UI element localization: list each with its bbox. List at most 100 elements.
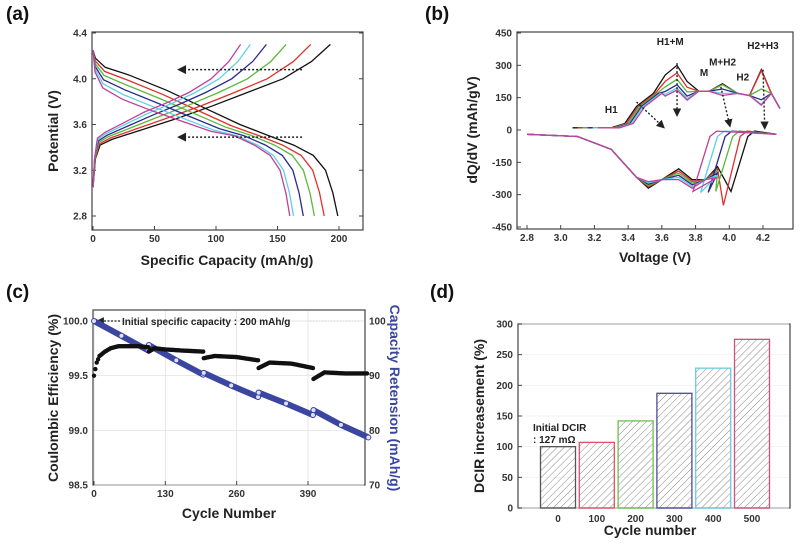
bar-cycle-500 <box>733 338 771 509</box>
y-tick-label: 100.0 <box>63 317 88 328</box>
peak-label: M+H2 <box>709 57 736 68</box>
legend-c: Initial specific capacity : 200 mAh/g <box>122 317 290 328</box>
x-axis-title-b: Voltage (V) <box>619 249 691 265</box>
capacity-point <box>309 412 316 419</box>
y-tick-label: -150 <box>492 158 512 169</box>
plot-frame-c <box>92 309 366 486</box>
x-axis-title-a: Specific Capacity (mAh/g) <box>141 252 314 268</box>
panel-label-d: (d) <box>430 282 454 303</box>
y-right-tick-label: 90 <box>369 371 381 382</box>
bar-cycle-0 <box>539 446 577 509</box>
y-tick-label: 300 <box>496 320 513 331</box>
x-tick-label: 50 <box>149 234 161 245</box>
capacity-point <box>200 369 207 376</box>
plot-frame-b <box>516 31 794 230</box>
panel-label-b: (b) <box>425 4 449 25</box>
y-tick-label: 4.4 <box>73 29 87 40</box>
trend-arrow <box>760 69 769 130</box>
capacity-point <box>91 318 97 324</box>
ce-point <box>200 349 206 354</box>
x-tick-label: 200 <box>627 514 644 525</box>
y-tick-label: 150 <box>495 93 512 104</box>
chart-a: 0 50 100 150 200 2.8 3.2 3.6 4.0 4.4 Specific Cap… <box>45 29 364 268</box>
y-right-tick-label: 70 <box>369 481 381 492</box>
y-axis-title-b: dQ/dV (mAh/gV) <box>464 76 480 183</box>
dcir-annotation-line2: : 127 mΩ <box>533 435 575 446</box>
y-tick-label: 98.5 <box>69 481 89 492</box>
x-tick-label: 130 <box>157 489 174 500</box>
discharge-curve-cycle-3 <box>92 50 316 217</box>
discharge-curve-cycle-5 <box>92 50 295 217</box>
chart-d: 0 50 100 150 200 250 300 0 100 200 300 400 500 Initi… <box>471 320 791 538</box>
x-tick-label: 0 <box>90 234 96 245</box>
y-tick-label: 3.6 <box>73 120 87 131</box>
y-tick-label: 150 <box>496 412 513 423</box>
x-tick-label: 100 <box>208 234 225 245</box>
ce-point <box>93 366 98 372</box>
capacity-point <box>173 357 180 364</box>
ce-point <box>146 345 151 350</box>
discharge-curve-cycle-1 <box>92 50 339 217</box>
y-tick-label: 450 <box>495 29 512 40</box>
y-tick-label: 0 <box>506 126 512 137</box>
x-tick-label: 3.8 <box>689 233 703 244</box>
x-tick-label: 150 <box>269 234 286 245</box>
x-tick-label: 4.2 <box>756 233 770 244</box>
bar-cycle-200 <box>617 420 654 509</box>
x-tick-label: 3.6 <box>655 233 669 244</box>
discharge-dqdv-cycle-6 <box>526 130 777 193</box>
peak-label: H1+M <box>657 37 684 48</box>
discharge-curve-cycle-6 <box>92 50 291 217</box>
y-right-tick-label: 80 <box>369 426 381 437</box>
peak-label: H2+H3 <box>747 41 779 52</box>
y-tick-label: 50 <box>502 473 514 484</box>
y-tick-label: -300 <box>492 190 512 201</box>
capacity-point <box>228 382 235 389</box>
peak-label: H1 <box>605 105 618 116</box>
y-axis-title-a: Potential (V) <box>45 90 61 172</box>
x-axis-title-c: Cycle Number <box>182 505 277 521</box>
discharge-curve-cycle-4 <box>92 50 304 217</box>
x-tick-label: 300 <box>666 514 683 525</box>
peak-label: H2 <box>736 72 749 83</box>
y-tick-label: 300 <box>495 61 512 72</box>
y-axis-title-d: DCIR increasement (%) <box>471 339 487 493</box>
ce-point <box>310 365 316 371</box>
charge-dqdv-cycle-4 <box>587 83 781 129</box>
y-tick-label: 99.0 <box>69 426 89 437</box>
chart-c: 0 130 260 390 98.5 99.0 99.5 100.0 70 80 90 100 Ini… <box>45 305 403 521</box>
capacity-point <box>310 407 317 414</box>
discharge-curve-cycle-2 <box>92 50 325 217</box>
ce-point <box>91 373 97 378</box>
x-tick-label: 3.0 <box>554 233 568 244</box>
x-tick-label: 390 <box>300 489 317 500</box>
y-tick-label: 100 <box>496 442 513 453</box>
charge-curve-cycle-2 <box>92 43 312 188</box>
y-right-tick-label: 100 <box>369 317 386 328</box>
charge-dqdv-cycle-6 <box>597 89 781 129</box>
charge-dqdv-cycle-3 <box>582 78 781 129</box>
x-axis-title-d: Cycle number <box>604 522 697 538</box>
trend-arrow <box>636 101 665 129</box>
y-axis-title-c: Coulombic Efficiency (%) <box>45 314 61 482</box>
y-tick-label: 250 <box>496 350 513 361</box>
capacity-point <box>255 389 262 396</box>
capacity-point <box>337 421 344 428</box>
panel-label-a: (a) <box>6 4 29 25</box>
bar-cycle-400 <box>695 367 732 509</box>
x-tick-label: 400 <box>705 514 722 525</box>
y-tick-label: 99.5 <box>69 371 89 382</box>
capacity-point <box>118 332 125 339</box>
peak-label: M <box>700 68 708 79</box>
charge-curve-cycle-6 <box>92 44 242 188</box>
x-tick-label: 260 <box>228 489 245 500</box>
panel-label-c: (c) <box>6 282 29 303</box>
y-tick-label: 2.8 <box>73 212 87 223</box>
x-tick-label: 2.8 <box>520 233 534 244</box>
ce-point <box>364 371 370 376</box>
plot-frame-a <box>91 31 364 231</box>
x-tick-label: 0 <box>91 489 97 500</box>
y-tick-label: 4.0 <box>73 74 87 85</box>
bar-cycle-100 <box>578 441 615 509</box>
